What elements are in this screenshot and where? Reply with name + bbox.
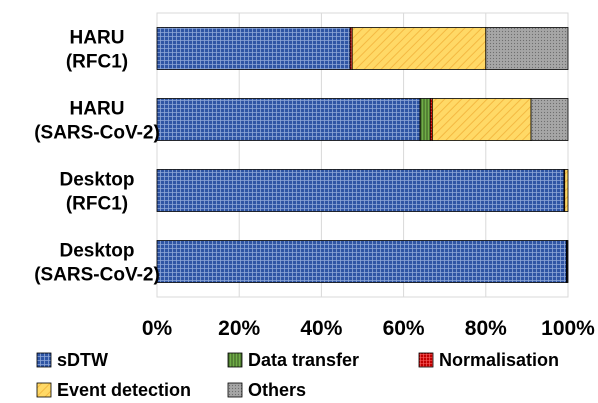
category-label: (SARS-CoV-2) [34,123,160,144]
legend-swatch-sdtw [36,352,52,368]
bar-segment-sdtw [156,169,565,212]
category-label: (RFC1) [66,52,128,73]
bar-segment-others [485,27,569,70]
bar-segment-sdtw [156,27,351,70]
legend-label-data-transfer: Data transfer [248,350,359,370]
category-label: (SARS-CoV-2) [34,265,160,286]
plot-border [156,12,569,298]
category-label: Desktop [60,170,135,191]
legend-label-normalisation: Normalisation [439,350,559,370]
bar-segment-sdtw [156,240,567,283]
x-tick-label: 20% [218,317,260,340]
legend-swatch-event-detection [36,382,52,398]
bars [156,27,569,283]
legend-swatch-normalisation [418,352,434,368]
x-tick-label: 60% [383,317,425,340]
x-tick-label: 0% [142,317,173,340]
bar-segment-data-transfer [419,98,431,141]
plot-area [156,12,569,298]
legend-label-event-detection: Event detection [57,380,191,400]
category-label: HARU [70,28,125,49]
bar-segment-event-detection [431,98,532,141]
category-label: (RFC1) [66,194,128,215]
x-tick-labels: 0% 20% 40% 60% 80% 100% [142,317,595,340]
x-tick-label: 100% [541,317,595,340]
category-label: HARU [70,99,125,120]
category-label: Desktop [60,241,135,262]
bar-segment-others [530,98,569,141]
legend: sDTW Data transfer Normalisation Event dete… [36,350,559,400]
category-labels: HARU (RFC1) HARU (SARS-CoV-2) Desktop (RFC1) D… [34,28,160,286]
bar-segment-event-detection [351,27,487,70]
x-tick-label: 40% [300,317,342,340]
legend-swatch-others [227,382,243,398]
legend-label-others: Others [248,380,306,400]
x-tick-label: 80% [465,317,507,340]
bar-segment-sdtw [156,98,421,141]
bar-segment-event-detection [564,169,569,212]
legend-swatch-data-transfer [227,352,243,368]
bar-segment-others [566,240,569,283]
legend-label-sdtw: sDTW [57,350,108,370]
